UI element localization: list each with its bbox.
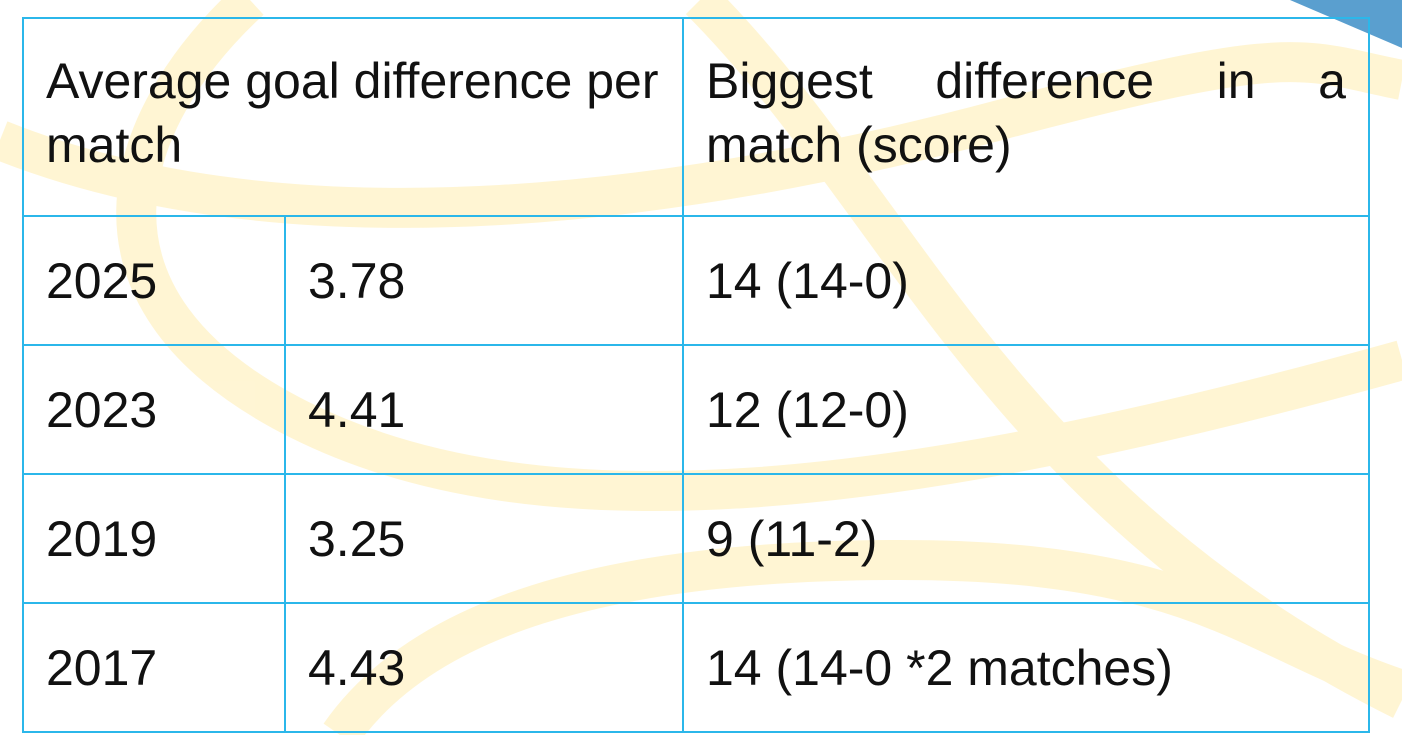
year-cell: 2017 (22, 602, 286, 733)
year-cell: 2023 (22, 344, 286, 475)
biggest-cell: 14 (14-0 *2 matches) (682, 602, 1370, 733)
table-row: 2023 4.41 12 (12-0) (22, 344, 1370, 475)
biggest-cell: 9 (11-2) (682, 473, 1370, 604)
year-cell: 2025 (22, 215, 286, 346)
average-cell: 4.43 (284, 602, 684, 733)
table-row: 2017 4.43 14 (14-0 *2 matches) (22, 602, 1370, 733)
average-cell: 4.41 (284, 344, 684, 475)
year-cell: 2019 (22, 473, 286, 604)
header-average: Average goal difference per match (22, 17, 684, 217)
goal-difference-table: Average goal difference per match Bigges… (22, 17, 1370, 733)
header-row: Average goal difference per match Bigges… (22, 17, 1370, 217)
biggest-cell: 12 (12-0) (682, 344, 1370, 475)
table-row: 2019 3.25 9 (11-2) (22, 473, 1370, 604)
biggest-cell: 14 (14-0) (682, 215, 1370, 346)
table-row: 2025 3.78 14 (14-0) (22, 215, 1370, 346)
header-biggest: Biggest difference in a match (score) (682, 17, 1370, 217)
average-cell: 3.25 (284, 473, 684, 604)
average-cell: 3.78 (284, 215, 684, 346)
